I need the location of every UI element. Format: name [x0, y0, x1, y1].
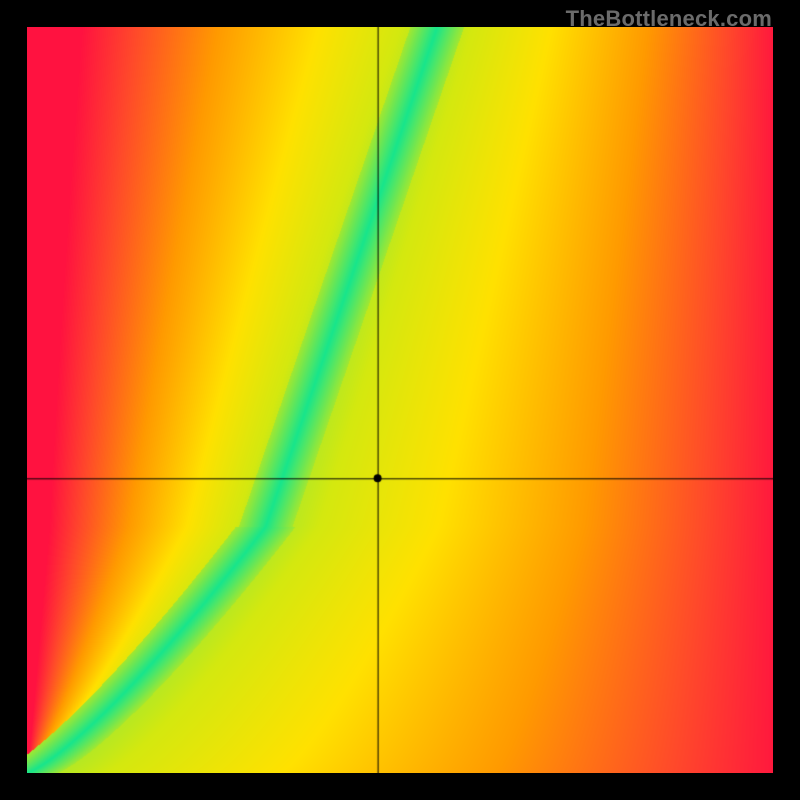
watermark-text: TheBottleneck.com	[566, 6, 772, 32]
bottleneck-heatmap	[27, 27, 773, 773]
